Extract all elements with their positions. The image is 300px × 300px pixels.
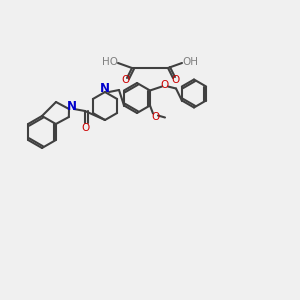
Text: O: O <box>171 75 179 85</box>
Text: O: O <box>152 112 160 122</box>
Text: OH: OH <box>182 57 198 67</box>
Text: N: N <box>67 100 77 113</box>
Text: O: O <box>121 75 129 85</box>
Text: HO: HO <box>102 57 118 67</box>
Text: N: N <box>100 82 110 94</box>
Text: O: O <box>161 80 169 89</box>
Text: O: O <box>81 123 89 133</box>
